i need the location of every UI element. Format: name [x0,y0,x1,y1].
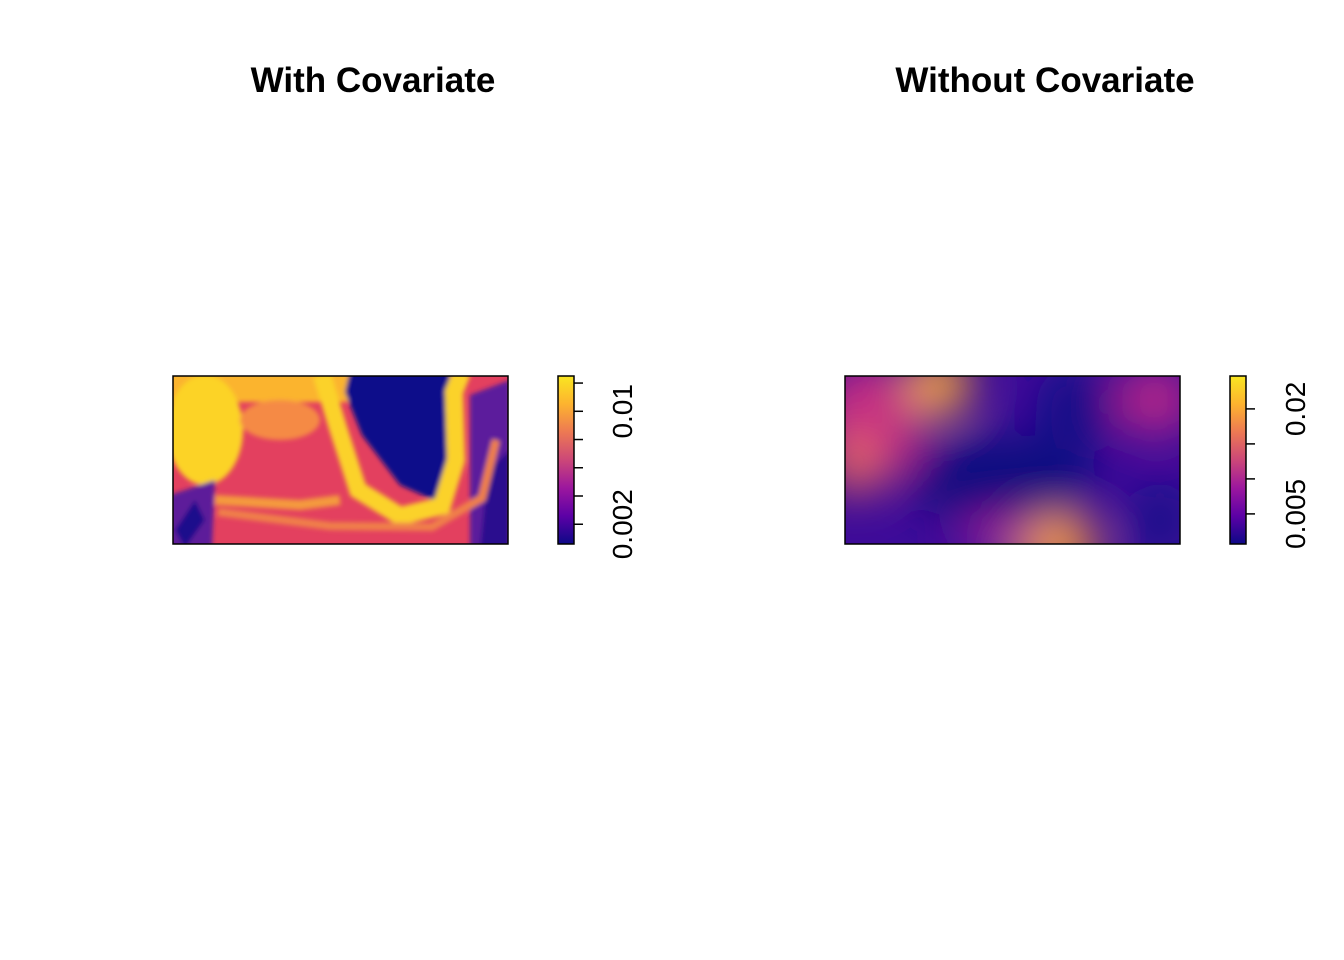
color-bar [557,375,575,545]
raster-image [845,376,1180,544]
plot-frame [844,375,1181,545]
chart-title: With Covariate [251,61,496,100]
tick-label: 0.002 [607,489,638,559]
raster-image [173,376,508,544]
color-bar [1229,375,1247,545]
plot-frame [172,375,509,545]
chart-title: Without Covariate [895,61,1194,100]
tick-label: 0.005 [1280,479,1311,549]
tick-label: 0.01 [607,384,638,439]
tick-label: 0.02 [1280,382,1311,437]
